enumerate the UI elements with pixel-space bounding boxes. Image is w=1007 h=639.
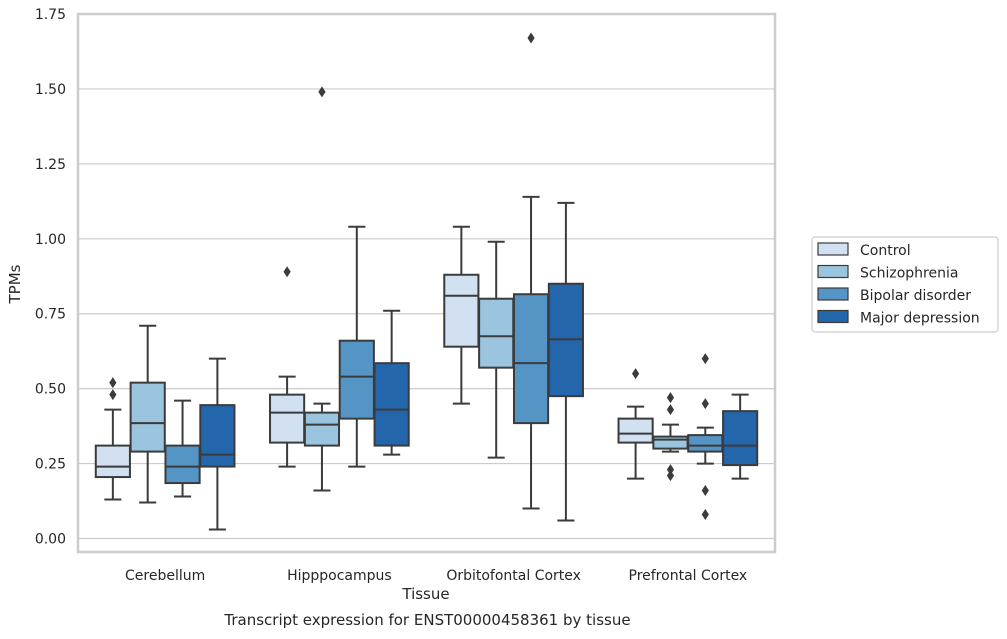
outlier-point: [701, 398, 709, 410]
box-group: [547, 201, 584, 522]
outlier-point: [701, 353, 709, 365]
legend: Control Schizophrenia Bipolar disorder Majo…: [811, 236, 999, 333]
outlier-point: [632, 368, 640, 380]
outlier-point: [666, 470, 675, 482]
legend-label: Control: [860, 243, 911, 259]
box-group: [199, 357, 236, 531]
legend-label: Schizophrenia: [860, 266, 958, 282]
box-group: [373, 309, 410, 456]
legend-label: Bipolar disorder: [860, 288, 971, 304]
box-series: [94, 32, 759, 531]
outlier-point: [666, 392, 675, 404]
x-tick-label: Cerebellum: [125, 568, 205, 584]
box: [687, 434, 724, 453]
box: [478, 297, 515, 369]
box: [199, 404, 236, 468]
outlier-point: [109, 377, 117, 389]
outlier-point: [666, 404, 675, 416]
x-axis-label: Tissue: [401, 585, 449, 603]
box-group: [478, 240, 515, 459]
box-group: [303, 86, 341, 492]
outlier-point: [318, 86, 326, 98]
y-tick-label: 0.00: [35, 532, 66, 548]
box: [129, 381, 166, 453]
legend-swatch: [817, 264, 849, 279]
y-tick-label: 1.50: [35, 82, 66, 98]
x-tick-label: Orbitofontal Cortex: [446, 568, 581, 584]
y-axis-ticks: 0.00 0.25 0.50 0.75 1.00 1.25 1.50 1.75: [35, 7, 66, 548]
box: [303, 411, 341, 447]
box: [443, 273, 480, 348]
legend-frame: [811, 236, 999, 333]
y-axis-label: TPMs: [6, 264, 24, 304]
box-group: [269, 266, 306, 468]
box: [652, 435, 689, 450]
box: [722, 410, 759, 467]
box: [512, 293, 550, 425]
legend-swatch: [817, 309, 849, 324]
box-group: [94, 377, 131, 501]
box-group: [338, 225, 375, 468]
y-tick-label: 1.75: [35, 7, 66, 23]
outlier-point: [527, 32, 535, 44]
outlier-point: [701, 509, 709, 521]
box: [373, 362, 410, 447]
y-tick-label: 0.75: [35, 307, 66, 323]
box-group: [617, 368, 654, 480]
legend-swatch: [817, 287, 849, 301]
y-tick-label: 0.25: [35, 457, 66, 473]
box-group: [164, 399, 201, 498]
box-group: [443, 225, 480, 405]
plot-border: [76, 12, 777, 554]
box-group: [722, 393, 759, 480]
x-axis-ticks: Cerebellum Hipppocampus Orbitofontal Corte…: [125, 568, 747, 584]
box-group: [652, 392, 689, 482]
outlier-point: [109, 389, 117, 401]
box-group: [512, 32, 550, 510]
outlier-point: [666, 464, 675, 476]
legend-swatch: [817, 242, 849, 256]
legend-label: Major depression: [860, 311, 980, 327]
box-group: [129, 324, 166, 504]
y-tick-label: 0.50: [35, 382, 66, 398]
box: [617, 417, 654, 444]
box: [338, 339, 375, 420]
outlier-point: [283, 266, 291, 278]
box: [164, 444, 201, 485]
outlier-point: [701, 485, 709, 497]
plot-frame: [76, 12, 777, 554]
box: [269, 393, 306, 444]
box-group: [687, 353, 724, 521]
x-tick-label: Hipppocampus: [287, 568, 392, 584]
y-tick-label: 1.25: [35, 157, 66, 173]
box: [94, 444, 131, 479]
x-tick-label: Prefrontal Cortex: [629, 568, 748, 584]
chart-caption: Transcript expression for ENST0000045836…: [224, 611, 631, 629]
y-tick-label: 1.00: [35, 232, 66, 248]
